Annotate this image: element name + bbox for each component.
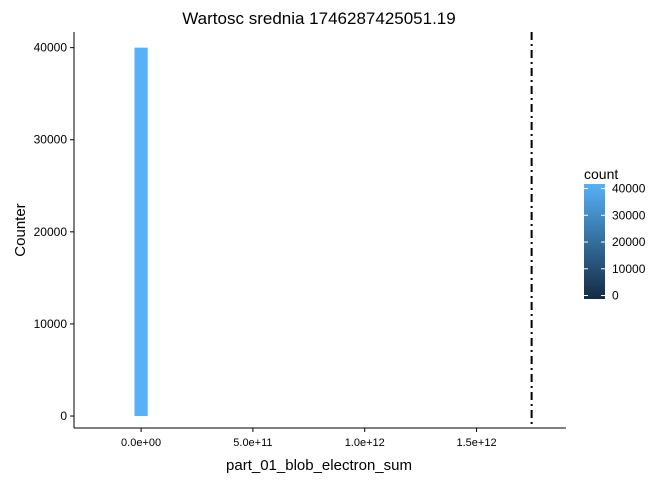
legend-tick-label: 20000 [612, 235, 646, 249]
x-tick-label: 1.5e+12 [457, 437, 497, 449]
legend-tick-label: 30000 [612, 208, 646, 222]
x-ticks: 0.0e+00 5.0e+11 1.0e+12 1.5e+12 [121, 428, 497, 449]
chart-title: Wartosc srednia 1746287425051.19 [182, 9, 455, 28]
bars-layer [134, 47, 148, 417]
y-tick-label: 40000 [34, 41, 68, 55]
x-tick-label: 1.0e+12 [345, 437, 385, 449]
x-tick-label: 5.0e+11 [233, 437, 272, 449]
y-ticks: 0 10000 20000 30000 40000 [34, 41, 74, 423]
x-tick-label: 0.0e+00 [121, 437, 161, 449]
y-axis-label: Counter [12, 203, 29, 256]
legend-colorbar [584, 184, 605, 299]
y-tick-label: 10000 [34, 317, 68, 331]
legend-tick-label: 0 [612, 289, 619, 303]
y-tick-label: 20000 [34, 225, 68, 239]
histogram-bar [134, 47, 148, 417]
legend-title: count [584, 166, 618, 182]
x-axis-label: part_01_blob_electron_sum [226, 457, 412, 474]
y-tick-label: 0 [60, 409, 67, 423]
legend: count 0 10000 20000 30000 40000 [584, 166, 646, 303]
legend-ticks: 0 10000 20000 30000 40000 [584, 182, 646, 303]
y-tick-label: 30000 [34, 133, 68, 147]
legend-tick-label: 10000 [612, 262, 646, 276]
legend-tick-label: 40000 [612, 182, 646, 196]
